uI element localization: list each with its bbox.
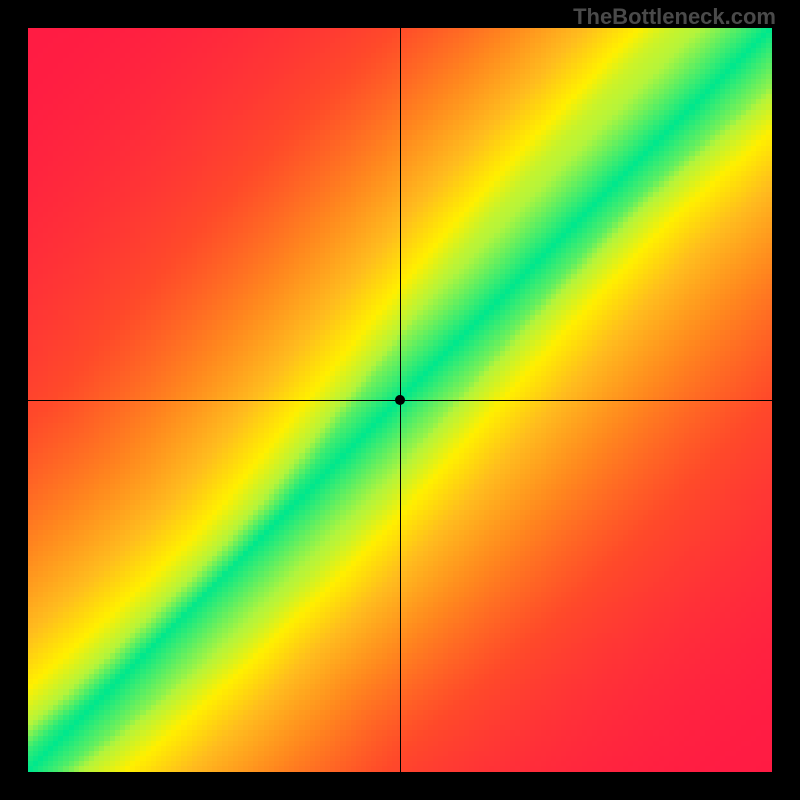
plot-frame <box>28 28 772 772</box>
watermark-text: TheBottleneck.com <box>573 4 776 30</box>
chart-container: TheBottleneck.com <box>0 0 800 800</box>
heatmap-canvas <box>28 28 772 772</box>
